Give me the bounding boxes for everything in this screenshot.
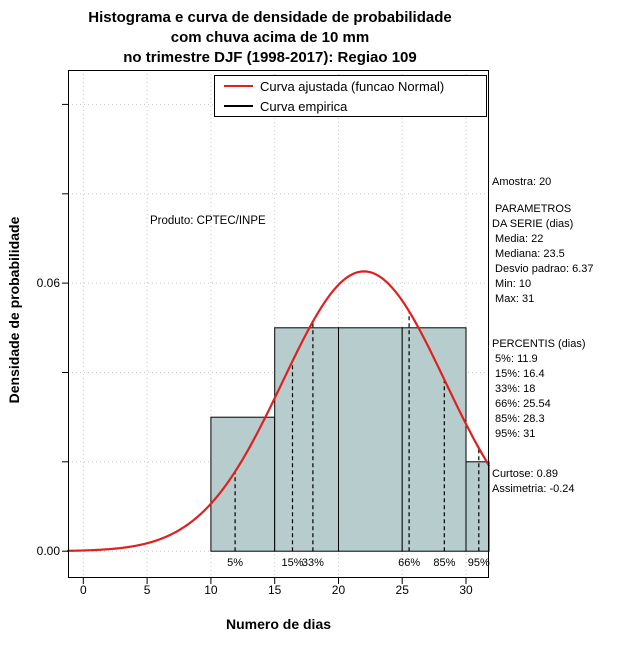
percentile-label: 66% <box>398 557 421 569</box>
percentile-label: 33% <box>301 557 324 569</box>
percentile-label: 85% <box>433 557 456 569</box>
x-tick-label: 5 <box>143 583 151 597</box>
stat-max: Max: 31 <box>492 293 535 305</box>
legend-label-empirical-curve: Curva empirica <box>260 98 348 114</box>
stat-parametros-subheader: DA SERIE (dias) <box>492 218 574 230</box>
y-tick-label: 0.06 <box>36 276 60 291</box>
x-tick-label: 25 <box>395 583 409 597</box>
x-tick-label: 0 <box>79 583 87 597</box>
title-line-3: no trimestre DJF (1998-2017): Regiao 109 <box>123 49 417 66</box>
x-axis-label: Numero de dias <box>225 616 332 632</box>
stat-percentil-15: 15%: 16.4 <box>492 368 545 380</box>
x-tick-label: 20 <box>331 583 346 597</box>
stat-assimetria: Assimetria: -0.24 <box>492 483 575 495</box>
product-annotation: Produto: CPTEC/INPE <box>150 215 266 227</box>
y-axis-label: Densidade de probabilidade <box>6 216 22 404</box>
percentile-label: 5% <box>227 557 244 569</box>
x-tick-label: 10 <box>204 583 218 597</box>
x-tick-label: 15 <box>267 583 282 597</box>
stat-mediana: Mediana: 23.5 <box>492 248 565 260</box>
empirical-curve-line-swatch <box>224 105 253 107</box>
legend: Curva ajustada (funcao Normal) Curva emp… <box>214 75 487 117</box>
stat-percentil-33: 33%: 18 <box>492 383 536 395</box>
stat-percentil-95: 95%: 31 <box>492 428 536 440</box>
stat-percentil-85: 85%: 28.3 <box>492 413 545 425</box>
fitted-curve-line-swatch <box>224 85 253 87</box>
percentile-label: 95% <box>467 557 490 569</box>
legend-item-empirical-curve: Curva empirica <box>215 96 486 116</box>
stat-parametros-header: PARAMETROS <box>492 203 572 215</box>
legend-label-fitted-curve: Curva ajustada (funcao Normal) <box>260 78 445 94</box>
stat-percentis-header: PERCENTIS (dias) <box>492 338 586 350</box>
stat-media: Media: 22 <box>492 233 544 245</box>
title-line-2: com chuva acima de 10 mm <box>170 29 370 46</box>
stat-amostra: Amostra: 20 <box>492 176 552 188</box>
stat-min: Min: 10 <box>492 278 532 290</box>
chart-title: Histograma e curva de densidade de proba… <box>0 8 540 68</box>
stat-curtose: Curtose: 0.89 <box>492 468 559 480</box>
percentile-label: 15% <box>281 557 304 569</box>
y-tick-label: 0.00 <box>36 544 60 559</box>
stat-percentil-66: 66%: 25.54 <box>492 398 551 410</box>
legend-item-fitted-curve: Curva ajustada (funcao Normal) <box>215 76 486 96</box>
stat-percentil-5: 5%: 11.9 <box>492 353 538 365</box>
title-line-1: Histograma e curva de densidade de proba… <box>88 9 452 26</box>
stat-desvio-padrao: Desvio padrao: 6.37 <box>492 263 594 275</box>
x-tick-label: 30 <box>459 583 473 597</box>
